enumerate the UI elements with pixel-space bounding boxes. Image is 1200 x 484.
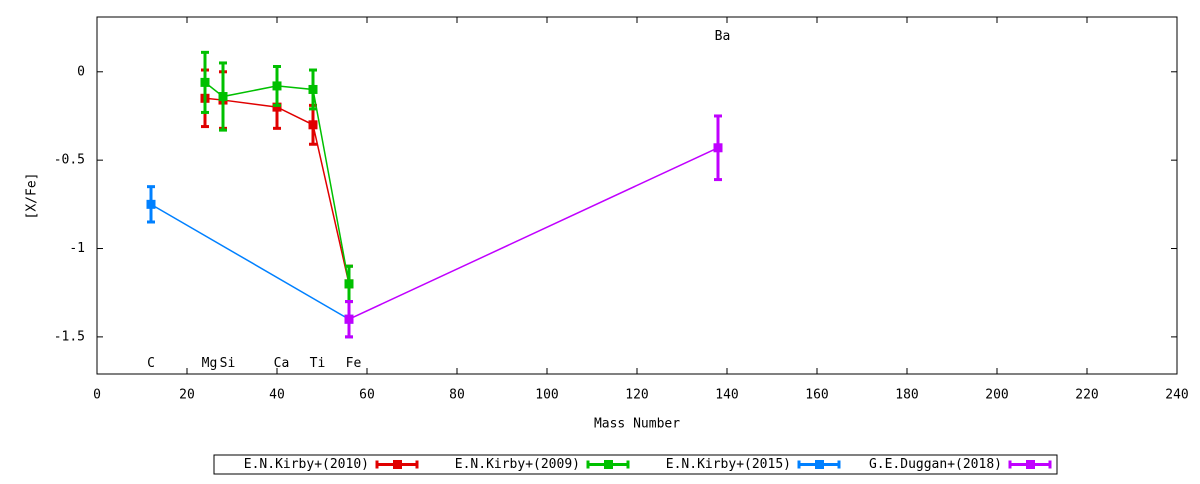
legend-frame xyxy=(213,454,1058,475)
element-label: Ti xyxy=(310,356,326,371)
y-tick-label: -1 xyxy=(69,241,85,256)
x-tick-label: 100 xyxy=(535,388,558,403)
legend-label[interactable]: E.N.Kirby+(2009) xyxy=(455,457,580,472)
x-tick-label: 240 xyxy=(1165,388,1188,403)
plot-frame xyxy=(96,16,1178,375)
x-tick-label: 0 xyxy=(93,388,101,403)
series-line xyxy=(348,147,719,320)
element-label: Fe xyxy=(346,356,362,371)
element-label: Ca xyxy=(274,356,290,371)
point xyxy=(200,77,210,87)
legend-label[interactable]: E.N.Kirby+(2015) xyxy=(666,457,791,472)
y-tick-label: 0 xyxy=(77,64,85,79)
x-tick-label: 20 xyxy=(179,388,195,403)
element-label: Mg xyxy=(202,356,218,371)
element-label: C xyxy=(147,356,155,371)
element-label: Ba xyxy=(715,29,731,44)
point xyxy=(344,279,354,289)
series-line xyxy=(150,203,350,320)
point xyxy=(218,92,228,102)
point xyxy=(308,120,318,130)
point xyxy=(272,102,282,112)
x-tick-label: 180 xyxy=(895,388,918,403)
x-tick-label: 80 xyxy=(449,388,465,403)
point xyxy=(308,84,318,94)
x-tick-label: 220 xyxy=(1075,388,1098,403)
x-axis-label: Mass Number xyxy=(594,417,680,432)
x-tick-label: 140 xyxy=(715,388,738,403)
legend-swatch xyxy=(393,460,402,469)
point xyxy=(344,314,354,324)
x-tick-label: 120 xyxy=(625,388,648,403)
legend-swatch xyxy=(1026,460,1035,469)
point xyxy=(713,143,723,153)
y-axis-label: [X/Fe] xyxy=(25,173,40,220)
x-tick-label: 160 xyxy=(805,388,828,403)
point xyxy=(146,199,156,209)
legend-swatch xyxy=(815,460,824,469)
x-tick-label: 200 xyxy=(985,388,1008,403)
legend-label[interactable]: E.N.Kirby+(2010) xyxy=(244,457,369,472)
element-label: Si xyxy=(220,356,236,371)
y-tick-label: -1.5 xyxy=(54,329,85,344)
point xyxy=(272,81,282,91)
legend-swatch xyxy=(604,460,613,469)
x-tick-label: 40 xyxy=(269,388,285,403)
y-tick-label: -0.5 xyxy=(54,153,85,168)
legend-label[interactable]: G.E.Duggan+(2018) xyxy=(869,457,1002,472)
x-tick-label: 60 xyxy=(359,388,375,403)
